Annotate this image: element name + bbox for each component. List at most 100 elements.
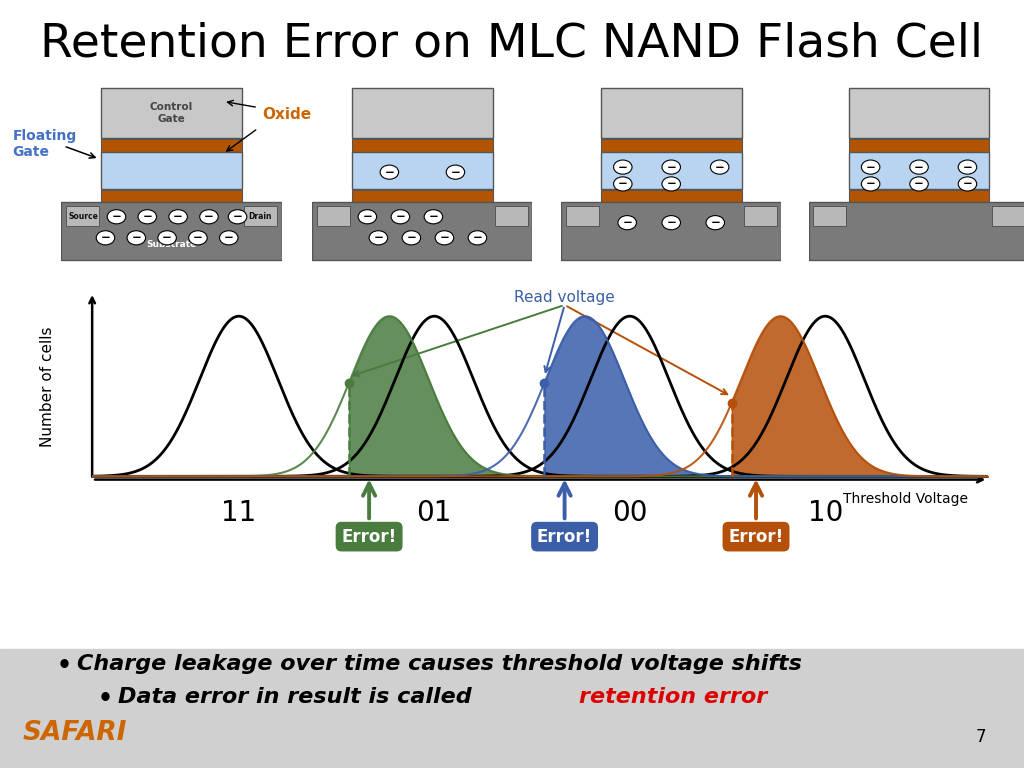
Circle shape xyxy=(706,216,725,230)
Circle shape xyxy=(424,210,442,223)
Text: •: • xyxy=(97,687,113,711)
Circle shape xyxy=(958,177,977,191)
Bar xyxy=(991,206,1024,226)
Text: Error!: Error! xyxy=(728,528,783,545)
Text: Drain: Drain xyxy=(248,212,271,221)
Text: Retention Error on MLC NAND Flash Cell: Retention Error on MLC NAND Flash Cell xyxy=(41,22,983,67)
Bar xyxy=(495,206,528,226)
Text: −: − xyxy=(715,161,725,174)
Circle shape xyxy=(468,230,486,245)
Text: 10: 10 xyxy=(808,498,843,527)
Bar xyxy=(101,190,242,203)
Text: 01: 01 xyxy=(417,498,452,527)
Bar xyxy=(849,190,989,203)
Circle shape xyxy=(958,160,977,174)
Circle shape xyxy=(358,210,377,223)
Text: Error!: Error! xyxy=(341,528,396,545)
Bar xyxy=(101,152,242,189)
Text: −: − xyxy=(162,231,172,244)
Circle shape xyxy=(158,230,176,245)
Text: Oxide: Oxide xyxy=(262,107,311,122)
Bar xyxy=(101,88,242,138)
Circle shape xyxy=(711,160,729,174)
Bar xyxy=(61,203,282,260)
Bar xyxy=(561,203,781,260)
Bar xyxy=(849,152,989,189)
Bar xyxy=(352,190,493,203)
Text: Data error in result is called: Data error in result is called xyxy=(118,687,479,707)
Text: −: − xyxy=(224,231,233,244)
Bar xyxy=(352,88,493,138)
Text: −: − xyxy=(914,161,924,174)
Text: SAFARI: SAFARI xyxy=(23,720,127,746)
Bar xyxy=(352,139,493,152)
Bar xyxy=(316,206,350,226)
Text: Source: Source xyxy=(69,212,98,221)
Circle shape xyxy=(435,230,454,245)
Text: −: − xyxy=(439,231,450,244)
Text: −: − xyxy=(667,161,676,174)
Bar xyxy=(743,206,777,226)
Circle shape xyxy=(662,177,681,191)
Text: −: − xyxy=(384,166,394,179)
Circle shape xyxy=(369,230,388,245)
Bar xyxy=(601,152,741,189)
Bar xyxy=(601,139,741,152)
Bar xyxy=(352,152,493,189)
Text: −: − xyxy=(362,210,373,223)
Bar xyxy=(813,206,847,226)
Bar xyxy=(809,203,1024,260)
Text: −: − xyxy=(173,210,183,223)
Circle shape xyxy=(188,230,207,245)
Bar xyxy=(66,206,99,226)
Text: •: • xyxy=(56,654,72,678)
Circle shape xyxy=(228,210,247,223)
Bar xyxy=(601,190,741,203)
Circle shape xyxy=(200,210,218,223)
Text: −: − xyxy=(667,177,676,190)
Circle shape xyxy=(127,230,145,245)
Circle shape xyxy=(662,216,681,230)
Circle shape xyxy=(391,210,410,223)
Text: −: − xyxy=(451,166,461,179)
Text: −: − xyxy=(407,231,417,244)
Text: −: − xyxy=(193,231,203,244)
Circle shape xyxy=(613,177,632,191)
Circle shape xyxy=(613,160,632,174)
Circle shape xyxy=(96,230,115,245)
Text: Substrate: Substrate xyxy=(146,240,197,249)
Circle shape xyxy=(138,210,157,223)
Circle shape xyxy=(219,230,238,245)
Circle shape xyxy=(380,165,398,179)
Text: −: − xyxy=(100,231,111,244)
Text: −: − xyxy=(667,216,676,229)
Text: −: − xyxy=(142,210,153,223)
Text: −: − xyxy=(204,210,214,223)
Text: 00: 00 xyxy=(612,498,647,527)
Text: −: − xyxy=(374,231,383,244)
Bar xyxy=(101,139,242,152)
Circle shape xyxy=(662,160,681,174)
Circle shape xyxy=(402,230,421,245)
Text: 7: 7 xyxy=(976,729,986,746)
Text: −: − xyxy=(963,161,973,174)
Bar xyxy=(849,139,989,152)
Bar xyxy=(849,88,989,138)
Text: −: − xyxy=(112,210,122,223)
Circle shape xyxy=(169,210,187,223)
Circle shape xyxy=(861,177,880,191)
Bar xyxy=(565,206,599,226)
Bar xyxy=(601,88,741,138)
Circle shape xyxy=(861,160,880,174)
Text: Threshold Voltage: Threshold Voltage xyxy=(843,492,968,506)
Text: −: − xyxy=(617,177,628,190)
Text: −: − xyxy=(914,177,924,190)
Text: −: − xyxy=(395,210,406,223)
Text: Number of cells: Number of cells xyxy=(40,326,55,447)
Bar xyxy=(312,203,532,260)
Text: Floating
Gate: Floating Gate xyxy=(12,129,77,160)
Bar xyxy=(244,206,278,226)
Circle shape xyxy=(108,210,126,223)
Text: −: − xyxy=(865,177,876,190)
Text: −: − xyxy=(131,231,141,244)
